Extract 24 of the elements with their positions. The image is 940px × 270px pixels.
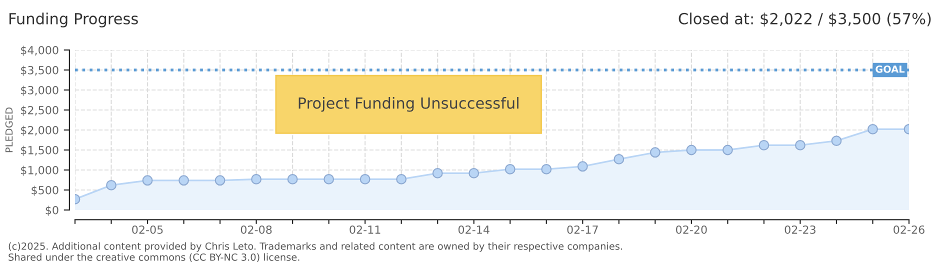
y-tick-label: $1,000 xyxy=(21,166,58,176)
text: Closed at: $2,022 / $3,500 (57%) xyxy=(678,12,931,26)
x-tick-label: 02-14 xyxy=(458,225,490,234)
x-tick-label: 02-20 xyxy=(676,225,707,234)
y-tick-label: $0 xyxy=(46,206,58,216)
x-tick-label: 02-11 xyxy=(350,225,380,234)
x-tick-label: 02-08 xyxy=(240,225,272,234)
y-tick-label: $1,500 xyxy=(21,146,58,156)
x-tick-label: 02-05 xyxy=(132,225,163,234)
y-tick-label: $3,000 xyxy=(21,86,58,96)
y-tick-label: $2,000 xyxy=(21,126,58,136)
annotation: Project Funding Unsuccessful xyxy=(298,97,518,112)
x-tick-label: 02-17 xyxy=(567,225,598,234)
y-tick-label: $500 xyxy=(32,186,58,196)
ref-line-label: GOAL xyxy=(876,65,905,73)
text: Shared under the creative commons (CC BY-NC 3.0) license. xyxy=(8,253,300,262)
chart-title: Funding Progress xyxy=(10,12,138,28)
y-axis-title: PLEDGED xyxy=(5,108,13,152)
text: (c)2025. Additional content provided by Chris Leto. Trademarks and related content are owned by their respective companies. xyxy=(8,242,622,252)
x-tick-label: 02-23 xyxy=(784,225,816,234)
x-tick-label: 02-26 xyxy=(894,225,924,234)
y-tick-label: $3,500 xyxy=(21,66,58,76)
y-tick-label: $4,000 xyxy=(21,46,58,56)
y-tick-label: $2,500 xyxy=(21,106,58,116)
